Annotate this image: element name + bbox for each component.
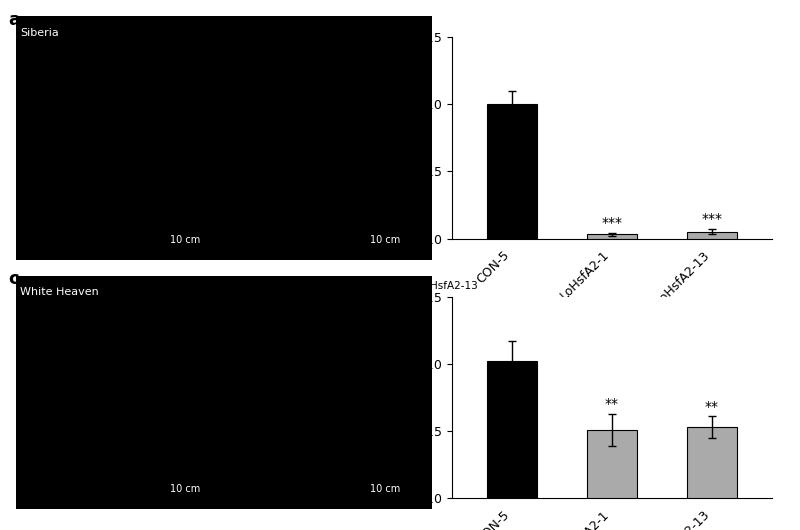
Text: Before heat: Before heat	[59, 16, 133, 29]
Bar	[687, 427, 737, 498]
Text: **: **	[605, 397, 619, 411]
Text: LoHsfA2-13: LoHsfA2-13	[418, 281, 478, 291]
Text: **: **	[705, 400, 719, 413]
Text: LoHsfA2-1: LoHsfA2-1	[334, 281, 386, 291]
Text: White Heaven: White Heaven	[20, 287, 99, 297]
Text: a: a	[8, 11, 20, 29]
Text: ***: ***	[602, 216, 622, 231]
Text: LoHsfA2-1: LoHsfA2-1	[142, 281, 194, 291]
Text: 10 cm: 10 cm	[370, 484, 400, 494]
Text: $\it{LACTIN}$ gene relative expression
of ‘White Heaven’: $\it{LACTIN}$ gene relative expression o…	[346, 295, 378, 500]
Bar	[587, 234, 637, 238]
Text: CON-5: CON-5	[247, 281, 281, 291]
Text: c: c	[8, 270, 18, 288]
Text: 10 cm: 10 cm	[170, 235, 200, 245]
Text: b: b	[412, 21, 425, 39]
Bar	[687, 232, 737, 239]
Bar	[487, 104, 537, 238]
Text: CON-5: CON-5	[55, 281, 89, 291]
Text: d: d	[412, 281, 425, 299]
Text: LoHsfA2-13: LoHsfA2-13	[226, 281, 286, 291]
Text: Siberia: Siberia	[20, 28, 59, 38]
Bar	[587, 430, 637, 498]
Text: ***: ***	[702, 213, 722, 226]
Text: 10 cm: 10 cm	[370, 235, 400, 245]
Text: 10 cm: 10 cm	[170, 484, 200, 494]
Text: After heat: After heat	[273, 16, 335, 29]
Bar	[487, 361, 537, 498]
Text: $\it{LoHsfA2}$ gene relative expression: $\it{LoHsfA2}$ gene relative expression	[354, 32, 371, 243]
